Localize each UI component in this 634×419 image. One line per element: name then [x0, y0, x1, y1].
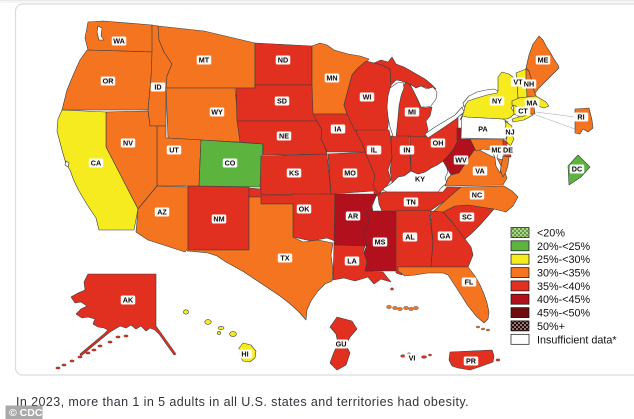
svg-text:LA: LA: [347, 257, 357, 266]
svg-text:OH: OH: [433, 139, 444, 148]
svg-text:MA: MA: [526, 99, 537, 108]
svg-text:CO: CO: [225, 159, 236, 168]
svg-text:ID: ID: [154, 83, 161, 92]
svg-text:35%-<40%: 35%-<40%: [537, 281, 591, 293]
svg-text:KS: KS: [289, 169, 299, 178]
svg-text:MO: MO: [344, 169, 356, 178]
svg-text:OR: OR: [103, 77, 115, 86]
svg-text:GA: GA: [440, 232, 451, 241]
svg-text:ND: ND: [278, 56, 288, 65]
svg-text:NE: NE: [279, 132, 289, 141]
svg-text:PR: PR: [466, 357, 477, 366]
svg-text:NY: NY: [492, 97, 502, 106]
svg-text:WA: WA: [113, 37, 125, 46]
svg-text:NH: NH: [524, 80, 534, 89]
svg-text:© CDC: © CDC: [9, 407, 43, 419]
svg-text:MT: MT: [199, 56, 210, 65]
svg-text:30%-<35%: 30%-<35%: [537, 268, 591, 280]
svg-text:FL: FL: [465, 278, 474, 287]
svg-text:HI: HI: [241, 350, 248, 359]
svg-text:CT: CT: [518, 107, 528, 116]
svg-text:50%+: 50%+: [537, 321, 565, 333]
svg-text:AK: AK: [123, 296, 134, 305]
svg-text:DC: DC: [572, 165, 582, 174]
svg-text:AZ: AZ: [157, 208, 167, 217]
svg-text:TX: TX: [280, 254, 289, 263]
svg-text:UT: UT: [169, 146, 179, 155]
svg-text:PA: PA: [478, 125, 487, 134]
svg-text:MS: MS: [375, 238, 386, 247]
svg-text:IA: IA: [334, 125, 341, 134]
svg-text:VI: VI: [409, 354, 416, 363]
svg-text:IN: IN: [403, 146, 410, 155]
svg-text:25%-<30%: 25%-<30%: [537, 254, 591, 266]
svg-text:IL: IL: [371, 146, 378, 155]
svg-text:VT: VT: [513, 78, 523, 87]
svg-text:TN: TN: [406, 198, 416, 207]
svg-text:AR: AR: [348, 212, 359, 221]
svg-text:WV: WV: [455, 156, 467, 165]
svg-text:NJ: NJ: [505, 128, 514, 137]
svg-text:MI: MI: [408, 108, 416, 117]
svg-text:<20%: <20%: [537, 228, 565, 240]
svg-text:NV: NV: [123, 139, 133, 148]
svg-text:GU: GU: [336, 340, 347, 349]
svg-text:AL: AL: [405, 233, 415, 242]
svg-text:KY: KY: [415, 175, 425, 184]
svg-text:SD: SD: [277, 97, 287, 106]
svg-text:40%-<45%: 40%-<45%: [537, 294, 591, 306]
svg-text:Insufficient data*: Insufficient data*: [537, 334, 617, 346]
svg-text:In 2023, more than 1 in 5 adul: In 2023, more than 1 in 5 adults in all …: [16, 395, 469, 409]
svg-text:NC: NC: [472, 191, 482, 200]
svg-text:20%-<25%: 20%-<25%: [537, 241, 591, 253]
svg-text:VA: VA: [475, 167, 484, 176]
svg-text:RI: RI: [577, 113, 584, 122]
svg-text:45%-<50%: 45%-<50%: [537, 308, 591, 320]
svg-text:OK: OK: [299, 205, 311, 214]
svg-text:CA: CA: [91, 159, 101, 168]
svg-text:WI: WI: [363, 93, 372, 102]
svg-text:DE: DE: [503, 146, 513, 155]
svg-text:MD: MD: [491, 146, 502, 155]
svg-text:SC: SC: [462, 213, 472, 222]
svg-text:ME: ME: [538, 56, 549, 65]
svg-text:NM: NM: [213, 215, 224, 224]
svg-text:MN: MN: [326, 74, 337, 83]
svg-text:WY: WY: [211, 108, 223, 117]
